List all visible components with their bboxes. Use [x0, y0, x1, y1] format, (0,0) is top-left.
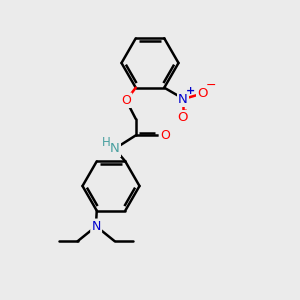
- Text: O: O: [160, 129, 170, 142]
- Text: O: O: [121, 94, 131, 107]
- Text: O: O: [197, 87, 208, 100]
- Text: +: +: [186, 86, 195, 96]
- Text: −: −: [206, 79, 216, 92]
- Text: N: N: [178, 93, 188, 106]
- Text: N: N: [110, 142, 120, 155]
- Text: H: H: [102, 136, 111, 149]
- Text: O: O: [178, 111, 188, 124]
- Text: N: N: [92, 220, 101, 233]
